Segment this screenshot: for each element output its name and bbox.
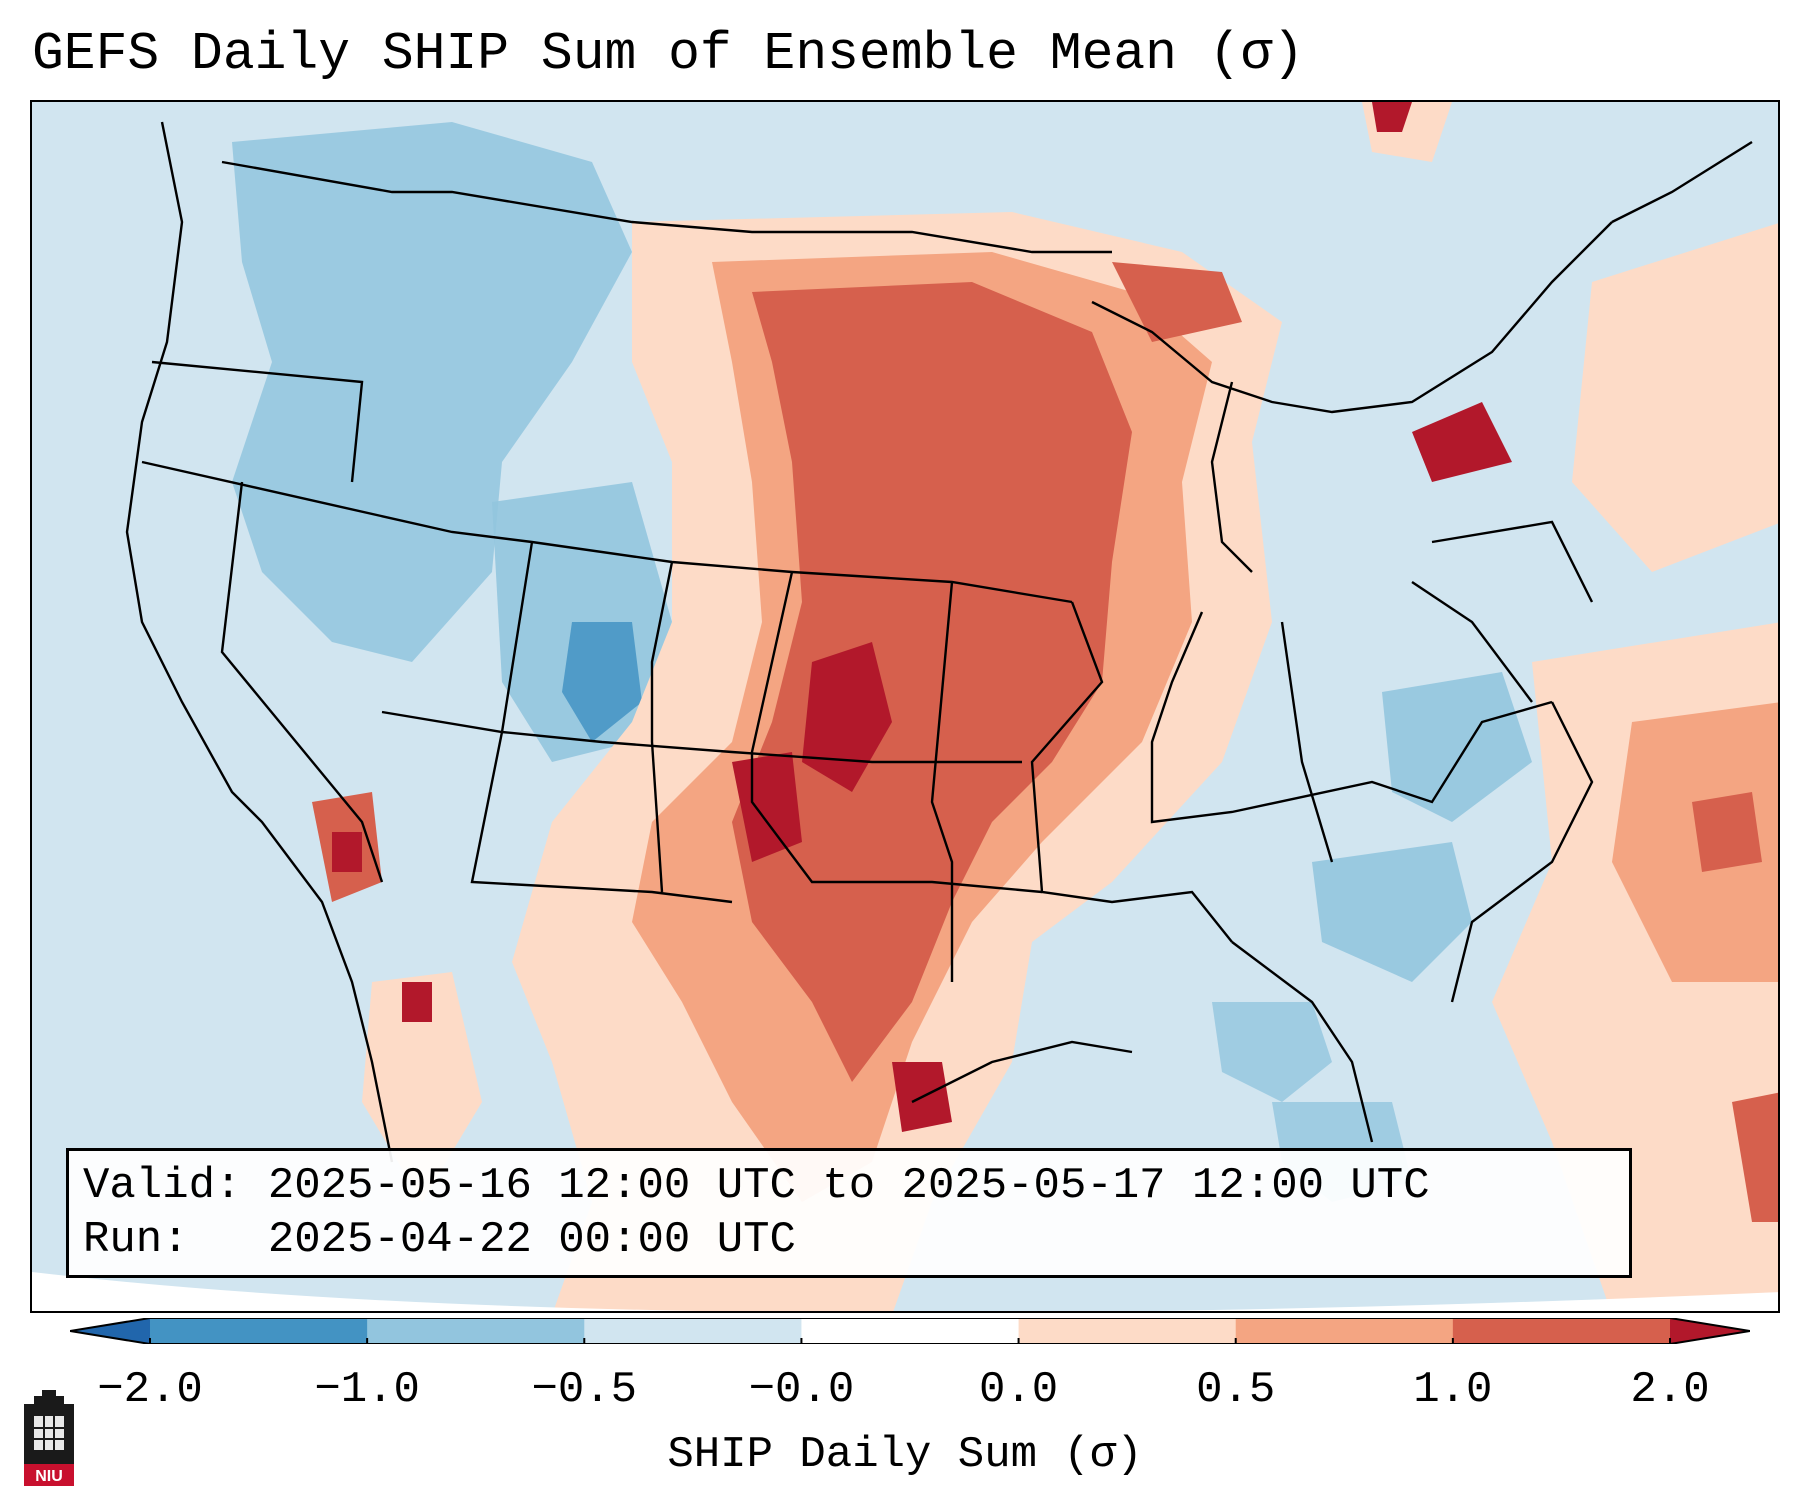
colorbar-tick-label: 0.0 [978,1365,1059,1415]
colorbar-segment [1018,1318,1237,1344]
map-title: GEFS Daily SHIP Sum of Ensemble Mean (σ) [32,24,1305,84]
colorbar-segment [1452,1318,1671,1344]
colorbar-tick-label: 2.0 [1630,1365,1710,1415]
map-panel [30,100,1780,1313]
valid-run-info-box: Valid: 2025-05-16 12:00 UTC to 2025-05-1… [66,1148,1632,1278]
colorbar-segment [367,1318,585,1344]
colorbar-tick-label: −0.0 [748,1365,855,1415]
colorbar-extend-high [1670,1318,1750,1344]
colorbar-tick-label: 0.5 [1196,1365,1276,1415]
colorbar-segment [584,1318,802,1344]
colorbar-segment [801,1318,1020,1344]
boundaries [125,121,1753,1163]
colorbar-tick-label: 1.0 [1413,1365,1493,1415]
logo-text: NIU [35,1468,63,1485]
colorbar-segment [1235,1318,1454,1344]
colorbar [70,1318,1750,1344]
colorbar-tick-label: −2.0 [97,1365,203,1415]
ship-anomaly-map [32,102,1778,1311]
colorbar-segment [150,1318,368,1344]
run-time-line: Run: 2025-04-22 00:00 UTC [83,1215,796,1265]
colorbar-extend-low [70,1318,150,1344]
niu-logo: NIU [24,1390,74,1486]
colorbar-label: SHIP Daily Sum (σ) [667,1430,1143,1480]
positive-anomaly-fields [312,102,1778,1311]
colorbar-tick-label: −0.5 [531,1365,638,1415]
colorbar-tick-label: −1.0 [314,1365,420,1415]
valid-time-line: Valid: 2025-05-16 12:00 UTC to 2025-05-1… [83,1161,1430,1211]
